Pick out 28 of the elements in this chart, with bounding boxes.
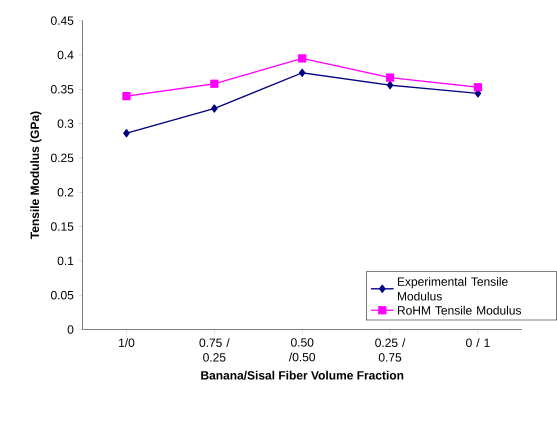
y-tick-label: 0.35	[50, 84, 74, 94]
point	[298, 68, 306, 77]
x-tick-label: 0.25 / 0.75	[375, 338, 406, 362]
y-tick-label: 0.45	[50, 16, 74, 25]
x-tick-label: 0.50 /0.50	[288, 338, 316, 362]
y-tick-label: 0.4	[58, 50, 74, 60]
y-tick-label: 0.15	[50, 222, 74, 231]
y-tick-label: 0.1	[58, 256, 74, 265]
y-axis-title: Tensile Modulus (GPa)	[30, 111, 42, 239]
y-tick-label: 0	[68, 325, 74, 334]
x-tick-label: 0 / 1	[466, 338, 490, 347]
legend-label: Experimental Tensile Modulus	[398, 276, 508, 300]
x-axis-title: Banana/Sisal Fiber Volume Fraction	[201, 370, 404, 380]
point	[211, 104, 218, 112]
y-tick-label: 0.25	[50, 153, 74, 162]
legend-label: RoHM Tensile Modulus	[398, 306, 522, 314]
y-tick-label: 0.3	[58, 119, 74, 128]
point	[210, 79, 218, 88]
y-tick-label: 0.2	[58, 188, 74, 196]
point	[386, 80, 394, 90]
point	[298, 54, 306, 62]
x-tick-label: 0.75 / 0.25	[199, 338, 230, 362]
point	[122, 92, 131, 100]
y-tick-label: 0.05	[50, 290, 74, 300]
point	[474, 82, 482, 92]
point	[123, 128, 130, 138]
x-tick-label: 1/0	[119, 338, 134, 347]
point	[386, 73, 394, 82]
